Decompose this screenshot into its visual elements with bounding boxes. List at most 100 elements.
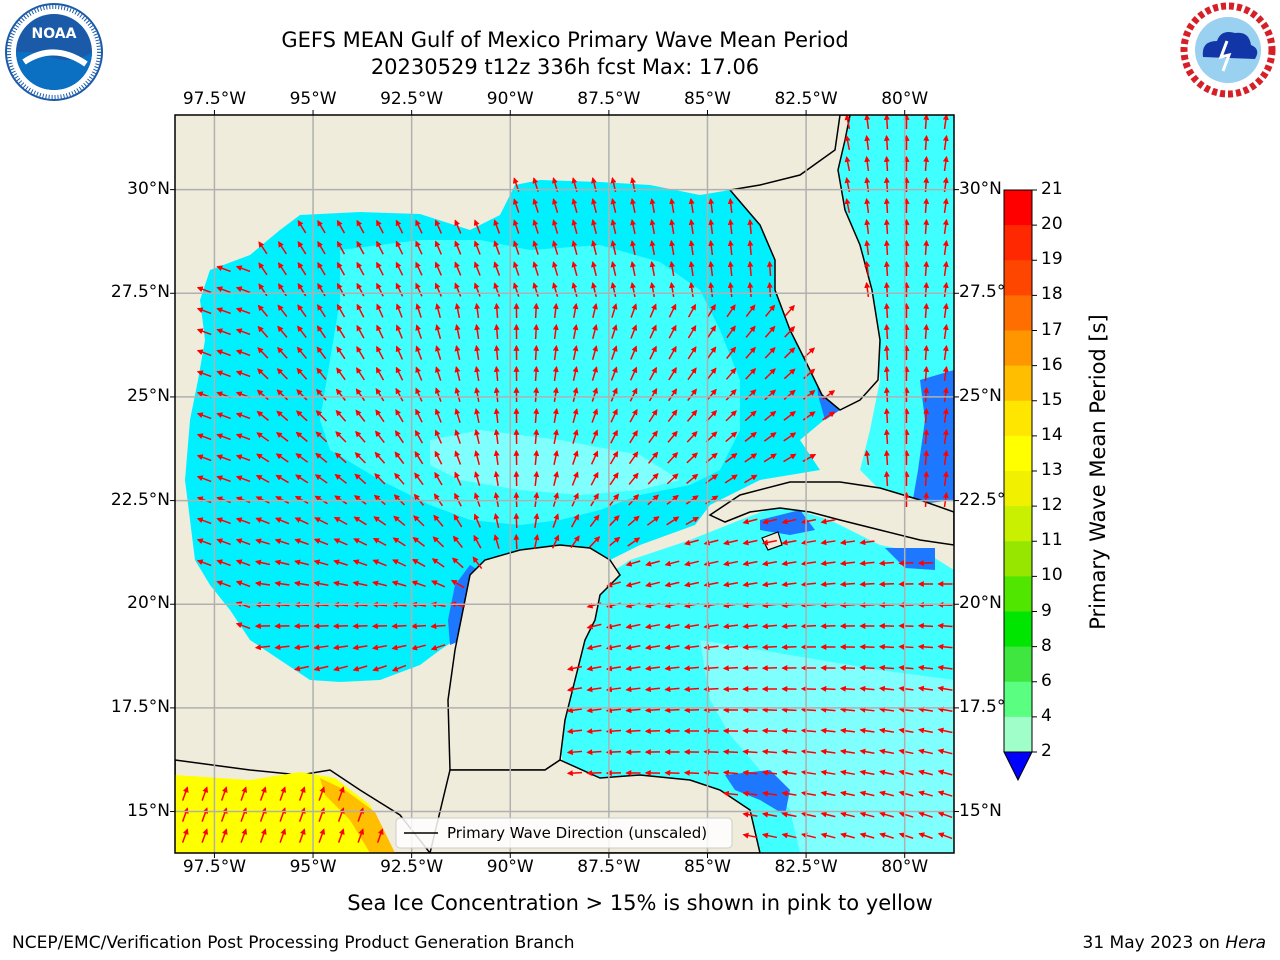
wave-direction-arrow xyxy=(493,302,500,319)
wave-direction-arrow xyxy=(335,409,347,422)
wave-direction-arrow xyxy=(923,260,930,277)
wave-direction-arrow xyxy=(392,537,406,547)
wave-direction-arrow xyxy=(354,452,366,464)
wave-direction-arrow xyxy=(354,473,367,485)
wave-direction-arrow xyxy=(647,451,659,464)
wave-direction-arrow xyxy=(298,828,306,843)
wave-direction-arrow xyxy=(220,828,228,843)
wave-direction-arrow xyxy=(391,580,407,587)
wave-direction-arrow xyxy=(220,807,228,822)
wave-direction-arrow xyxy=(235,601,251,609)
wave-direction-arrow xyxy=(783,368,796,380)
wave-direction-arrow xyxy=(937,664,953,671)
wave-direction-arrow xyxy=(591,282,597,297)
wave-direction-arrow xyxy=(745,325,756,338)
wave-direction-arrow xyxy=(917,643,934,650)
wave-direction-arrow xyxy=(727,281,734,298)
legend-label: Primary Wave Direction (unscaled) xyxy=(447,824,707,842)
map-frame xyxy=(174,114,955,854)
wave-direction-arrow xyxy=(235,475,251,483)
wave-direction-arrow xyxy=(452,535,463,548)
wave-direction-arrow xyxy=(883,407,890,424)
wave-direction-arrow xyxy=(435,324,442,339)
wave-direction-arrow xyxy=(688,197,695,214)
wave-direction-arrow xyxy=(337,828,345,843)
wave-direction-arrow xyxy=(493,534,500,549)
wave-direction-arrow xyxy=(552,365,559,382)
wave-direction-arrow xyxy=(298,807,306,822)
wave-direction-arrow xyxy=(357,807,365,822)
wave-direction-arrow xyxy=(533,323,540,340)
wave-direction-arrow xyxy=(864,218,871,235)
wave-direction-arrow xyxy=(923,155,930,172)
wave-direction-arrow xyxy=(800,706,817,713)
wave-direction-arrow xyxy=(878,748,895,755)
wave-direction-arrow xyxy=(297,220,307,234)
wave-direction-arrow xyxy=(454,240,462,255)
wave-direction-arrow xyxy=(917,622,934,629)
wave-direction-arrow xyxy=(764,347,776,359)
wave-direction-arrow xyxy=(664,581,680,588)
colorbar-tick-label: 11 xyxy=(1041,530,1063,551)
wave-direction-arrow xyxy=(937,748,953,755)
wave-direction-arrow xyxy=(781,644,797,651)
wave-direction-arrow xyxy=(356,345,365,360)
wave-direction-arrow xyxy=(592,324,598,339)
lon-tick-label: 82.5°W xyxy=(774,89,838,109)
wave-direction-arrow xyxy=(687,388,697,402)
wave-direction-arrow xyxy=(415,240,423,255)
wave-direction-arrow xyxy=(394,451,405,465)
wave-direction-arrow xyxy=(864,115,871,130)
wave-direction-arrow xyxy=(375,388,385,402)
wave-direction-arrow xyxy=(196,559,212,567)
wave-direction-arrow xyxy=(435,303,442,318)
wave-direction-arrow xyxy=(898,706,914,713)
wave-direction-arrow xyxy=(781,706,797,713)
wave-direction-arrow xyxy=(294,517,309,525)
wave-direction-arrow xyxy=(591,219,597,234)
wave-direction-arrow xyxy=(336,219,346,234)
wave-direction-arrow xyxy=(512,198,520,213)
wave-direction-arrow xyxy=(533,533,540,550)
wave-direction-arrow xyxy=(765,304,776,317)
wave-direction-arrow xyxy=(333,559,348,566)
wave-direction-arrow xyxy=(353,538,368,546)
wave-direction-arrow xyxy=(706,325,717,339)
wave-direction-arrow xyxy=(255,517,270,525)
wave-direction-arrow xyxy=(591,345,598,360)
wave-direction-arrow xyxy=(764,325,776,338)
wave-direction-arrow xyxy=(923,281,930,298)
wave-direction-arrow xyxy=(883,115,890,130)
wave-direction-arrow xyxy=(317,240,326,255)
wave-direction-arrow xyxy=(917,664,934,671)
wave-direction-arrow xyxy=(727,197,734,214)
wave-direction-arrow xyxy=(415,261,423,276)
wave-direction-arrow xyxy=(722,748,739,755)
wave-direction-arrow xyxy=(610,261,617,276)
wave-direction-arrow xyxy=(630,324,638,339)
wave-direction-arrow xyxy=(706,410,718,422)
wave-direction-arrow xyxy=(703,769,719,776)
lon-tick-label: 85°W xyxy=(683,89,731,109)
wave-direction-arrow xyxy=(840,832,855,839)
wave-direction-arrow xyxy=(415,366,423,381)
wave-direction-arrow xyxy=(571,261,578,276)
lon-tick-label: 92.5°W xyxy=(380,857,444,877)
wave-direction-arrow xyxy=(942,218,949,235)
wave-direction-arrow xyxy=(942,260,949,277)
wave-direction-arrow xyxy=(297,241,307,255)
wave-direction-arrow xyxy=(942,407,949,424)
wave-direction-arrow xyxy=(474,429,480,444)
wave-direction-arrow xyxy=(376,261,384,276)
wave-direction-arrow xyxy=(240,786,248,801)
wave-direction-arrow xyxy=(533,302,540,319)
wave-direction-arrow xyxy=(898,769,914,776)
wave-direction-arrow xyxy=(664,707,680,714)
colorbar-tick-label: 14 xyxy=(1041,424,1063,445)
wave-direction-arrow xyxy=(551,240,559,255)
wave-direction-arrow xyxy=(256,410,269,421)
wave-direction-arrow xyxy=(917,560,934,567)
wave-direction-arrow xyxy=(493,386,500,403)
wave-direction-arrow xyxy=(783,389,796,401)
wave-direction-arrow xyxy=(937,706,953,713)
